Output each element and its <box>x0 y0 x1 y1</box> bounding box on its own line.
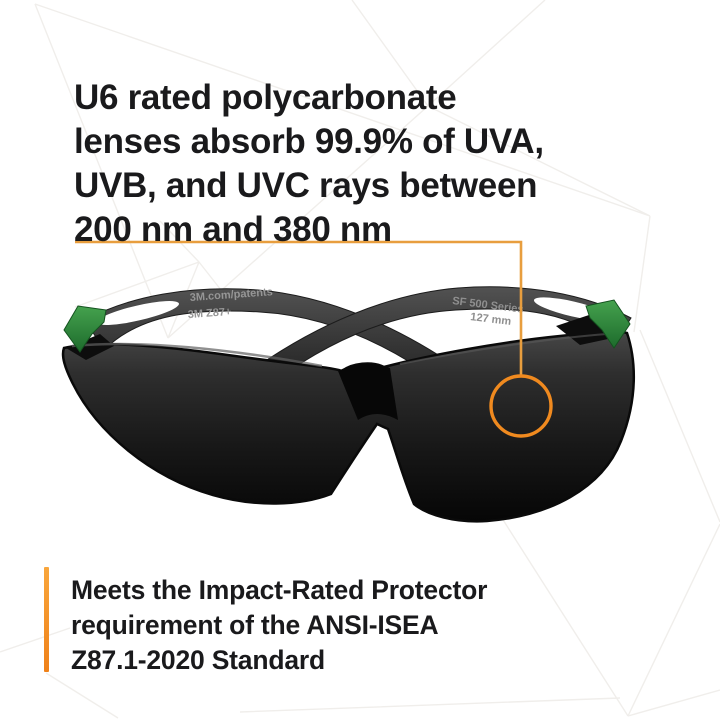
left-temple-marking-line2: 3M Z87+ <box>187 306 231 321</box>
left-hinge-accent <box>63 305 107 353</box>
footnote-line: requirement of the ANSI-ISEA <box>71 610 439 640</box>
headline-line: UVB, and UVC rays between <box>74 166 538 205</box>
callout-circle <box>489 374 553 438</box>
left-temple-slot <box>97 301 179 325</box>
brow-highlight-right <box>399 332 623 365</box>
right-temple-marking-line2: 127 mm <box>470 311 512 328</box>
callout-line <box>75 240 523 375</box>
nose-bridge <box>338 363 398 420</box>
headline-line: lenses absorb 99.9% of UVA, <box>74 122 544 161</box>
headline-line: 200 nm and 380 nm <box>74 210 392 249</box>
brow-highlight-left <box>71 342 323 368</box>
left-temple-marking-line1: 3M.com/patents <box>189 286 273 304</box>
footnote-text: Meets the Impact-Rated Protector require… <box>71 573 671 678</box>
headline-line: U6 rated polycarbonate <box>74 78 457 117</box>
headline-text: U6 rated polycarbonate lenses absorb 99.… <box>74 76 694 252</box>
lens <box>61 330 636 523</box>
right-hinge-accent <box>585 299 631 349</box>
left-lens-wing <box>66 334 114 360</box>
footnote-line: Meets the Impact-Rated Protector <box>71 575 488 605</box>
accent-bar <box>44 567 49 672</box>
footnote-line: Z87.1-2020 Standard <box>71 645 325 675</box>
glasses-temples: 3M.com/patents 3M Z87+ SF 500 Series 127… <box>84 286 632 383</box>
